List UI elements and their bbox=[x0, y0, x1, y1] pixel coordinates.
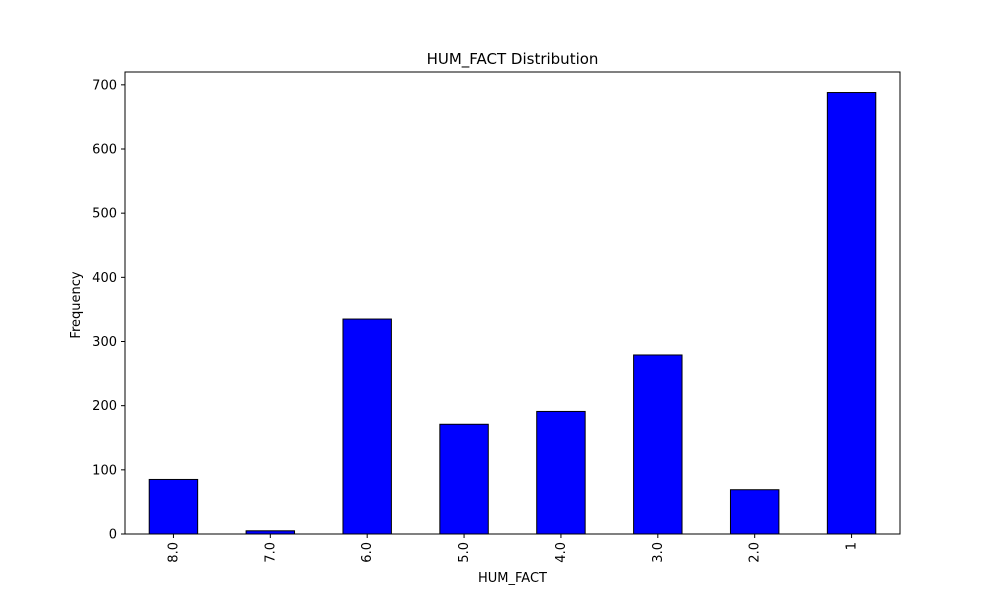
y-tick-label: 200 bbox=[92, 399, 117, 414]
bar-4.0 bbox=[536, 410, 586, 535]
y-axis-label: Frequency bbox=[69, 271, 84, 338]
y-tick-label: 500 bbox=[92, 207, 117, 222]
y-tick-label: 600 bbox=[92, 143, 117, 158]
x-tick-label: 5.0 bbox=[457, 542, 472, 563]
x-tick-label: 7.0 bbox=[263, 542, 278, 563]
bar-8.0 bbox=[148, 478, 199, 535]
bar-3.0 bbox=[633, 354, 683, 535]
x-tick-label: 2.0 bbox=[748, 542, 763, 563]
bars-layer bbox=[148, 92, 877, 535]
x-axis-label: HUM_FACT bbox=[478, 571, 547, 586]
x-tick-label: 8.0 bbox=[166, 542, 181, 563]
plot-frame bbox=[124, 71, 901, 535]
y-tick-label: 700 bbox=[92, 78, 117, 93]
x-axis-ticks: 8.0 7.0 6.0 5.0 4.0 3.0 2.0 1 bbox=[166, 534, 860, 563]
y-tick-label: 100 bbox=[92, 463, 117, 478]
bar-2.0 bbox=[729, 489, 780, 535]
y-tick-label: 0 bbox=[109, 528, 117, 543]
bar-1 bbox=[826, 92, 877, 535]
y-axis-ticks: 0 100 200 300 400 500 600 700 bbox=[92, 78, 125, 543]
y-tick-label: 400 bbox=[92, 271, 117, 286]
x-tick-label: 6.0 bbox=[360, 542, 375, 563]
x-tick-label: 4.0 bbox=[554, 542, 569, 563]
bar-6.0 bbox=[342, 318, 392, 535]
bar-5.0 bbox=[439, 423, 489, 535]
x-tick-label: 1 bbox=[845, 542, 860, 550]
y-tick-label: 300 bbox=[92, 335, 117, 350]
x-tick-label: 3.0 bbox=[651, 542, 666, 563]
chart-title: HUM_FACT Distribution bbox=[427, 50, 599, 69]
